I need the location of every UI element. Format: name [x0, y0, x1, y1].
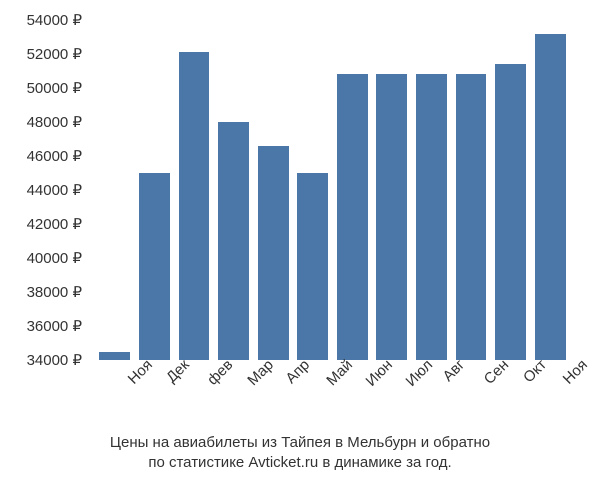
bar: [179, 52, 210, 360]
chart-caption: Цены на авиабилеты из Тайпея в Мельбурн …: [0, 433, 600, 472]
y-tick-label: 42000 ₽: [27, 215, 82, 233]
caption-line2: по статистике Avticket.ru в динамике за …: [148, 454, 451, 471]
x-tick-label: Авг: [440, 356, 469, 385]
y-tick-label: 40000 ₽: [27, 249, 82, 267]
caption-line1: Цены на авиабилеты из Тайпея в Мельбурн …: [110, 434, 490, 451]
bar: [416, 74, 447, 360]
x-tick-label: Ноя: [124, 356, 155, 387]
x-tick-label: Апр: [283, 356, 314, 387]
bar: [218, 122, 249, 360]
bar: [495, 64, 526, 360]
bar: [376, 74, 407, 360]
x-tick-label: Ноя: [560, 356, 591, 387]
bar: [139, 173, 170, 360]
bar: [337, 74, 368, 360]
plot-area: [95, 20, 570, 360]
y-tick-label: 36000 ₽: [27, 317, 82, 335]
bar: [456, 74, 487, 360]
bar: [535, 34, 566, 360]
y-tick-label: 48000 ₽: [27, 113, 82, 131]
y-tick-label: 38000 ₽: [27, 283, 82, 301]
x-tick-label: Май: [323, 356, 356, 389]
x-tick-label: фев: [204, 356, 236, 388]
y-tick-label: 52000 ₽: [27, 45, 82, 63]
y-tick-label: 46000 ₽: [27, 147, 82, 165]
x-tick-label: Июл: [402, 356, 436, 390]
y-tick-label: 50000 ₽: [27, 79, 82, 97]
x-tick-label: Июн: [363, 356, 396, 389]
bar: [297, 173, 328, 360]
y-tick-label: 54000 ₽: [27, 11, 82, 29]
x-tick-label: Сен: [481, 356, 512, 387]
bar: [99, 352, 130, 361]
y-tick-label: 34000 ₽: [27, 351, 82, 369]
x-tick-label: Окт: [520, 356, 550, 386]
y-tick-label: 44000 ₽: [27, 181, 82, 199]
x-tick-label: Мар: [244, 356, 277, 389]
bar: [258, 146, 289, 360]
bar-chart: [95, 20, 570, 360]
x-tick-label: Дек: [163, 356, 193, 386]
x-axis: НояДекфевМарАпрМайИюнИюлАвгСенОктНоя: [95, 362, 570, 422]
y-axis: 34000 ₽36000 ₽38000 ₽40000 ₽42000 ₽44000…: [0, 20, 90, 360]
